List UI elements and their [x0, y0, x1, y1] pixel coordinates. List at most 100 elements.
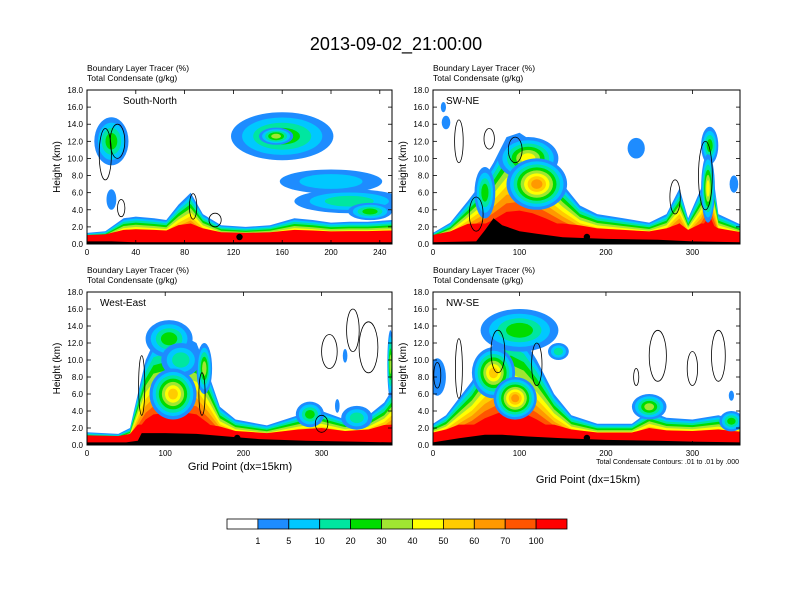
y-tick-label: 8.0 [72, 373, 84, 382]
blob-level-1 [441, 115, 451, 130]
condensate-contour [648, 329, 667, 382]
y-tick-label: 14.0 [67, 120, 83, 129]
x-tick-label: 200 [324, 248, 338, 257]
blob-level-4 [506, 322, 533, 338]
section-label: West-East [100, 298, 146, 309]
condensate-contour [138, 355, 146, 416]
panel-header-line2: Total Condensate (g/kg) [87, 275, 177, 285]
condensate-contour [531, 342, 543, 386]
tracer-blob [94, 117, 129, 166]
location-marker [583, 233, 591, 241]
condensate-contour [468, 196, 484, 232]
y-tick-label: 12.0 [67, 339, 83, 348]
blob-level-7 [168, 388, 178, 400]
y-axis-label: Height (km) [398, 343, 409, 395]
blob-level-4 [481, 183, 489, 202]
plot-area [433, 90, 740, 244]
condensate-contour [490, 329, 506, 374]
y-tick-label: 4.0 [72, 407, 84, 416]
condensate-contour [208, 212, 222, 228]
blob-level-2 [299, 174, 363, 189]
blob-level-1 [342, 349, 348, 363]
blob-level-8 [511, 394, 520, 403]
tracer-blob [474, 167, 496, 219]
x-tick-label: 80 [180, 248, 189, 257]
colorbar-swatch [226, 518, 259, 530]
x-tick-label: 300 [315, 449, 329, 458]
panel-nw-se: 0.0 2.0 4.0 6.0 8.0 10.0 12.0 14.0 16.0 18.0 0 100 2… [398, 265, 741, 458]
y-tick-label: 14.0 [413, 120, 429, 129]
x-tick-label: 240 [373, 248, 387, 257]
panel-header-line1: Boundary Layer Tracer (%) [433, 265, 535, 275]
blob-level-3 [172, 352, 190, 368]
colorbar-label: 100 [529, 536, 544, 546]
condensate-contour [433, 362, 442, 389]
blob-level-1 [440, 102, 446, 113]
condensate-contour [117, 199, 126, 218]
colorbar-label: 50 [438, 536, 448, 546]
plot-area [433, 292, 740, 445]
blob-level-4 [706, 139, 713, 153]
blob-level-3 [349, 412, 364, 424]
condensate-contour [321, 334, 338, 369]
colorbar-swatch [535, 518, 568, 530]
y-tick-label: 10.0 [67, 154, 83, 163]
y-tick-label: 6.0 [72, 189, 84, 198]
plot-area [87, 90, 392, 244]
tracer-blob [387, 330, 392, 399]
x-tick-label: 200 [599, 248, 613, 257]
y-tick-label: 12.0 [413, 339, 429, 348]
panel-header-line1: Boundary Layer Tracer (%) [87, 63, 189, 73]
y-tick-label: 10.0 [413, 356, 429, 365]
tracer-blob [480, 309, 559, 352]
x-tick-label: 160 [276, 248, 290, 257]
panel-header-line1: Boundary Layer Tracer (%) [87, 265, 189, 275]
condensate-contour [698, 141, 713, 211]
y-tick-label: 6.0 [418, 390, 430, 399]
condensate-contour [358, 321, 379, 374]
plot-frame [432, 291, 741, 446]
plot-area [87, 292, 392, 445]
y-tick-label: 2.0 [418, 223, 430, 232]
y-tick-label: 12.0 [413, 137, 429, 146]
tracer-blob [348, 202, 392, 221]
y-tick-label: 8.0 [418, 172, 430, 181]
blob-level-4 [362, 208, 378, 215]
y-tick-label: 10.0 [413, 154, 429, 163]
plot-frame [432, 89, 741, 245]
colorbar-label: 60 [469, 536, 479, 546]
condensate-contour [711, 329, 726, 382]
terrain [433, 218, 740, 244]
blob-level-6 [706, 180, 710, 197]
y-tick-label: 18.0 [67, 288, 83, 297]
section-label: NW-SE [446, 298, 479, 309]
tracer-blob [149, 368, 197, 420]
x-axis-label-nw-se: Grid Point (dx=15km) [536, 474, 640, 486]
x-tick-label: 0 [431, 449, 436, 458]
colorbar-swatch [288, 518, 321, 530]
blob-level-4 [727, 417, 736, 425]
location-marker [236, 233, 243, 241]
y-tick-label: 14.0 [67, 322, 83, 331]
condensate-contour [669, 179, 681, 215]
y-tick-label: 2.0 [72, 424, 84, 433]
colorbar-label: 40 [407, 536, 417, 546]
condensate-contour [454, 338, 463, 399]
blob-level-1 [433, 358, 446, 396]
colorbar: 1 5 10 20 30 40 50 60 70 100 [226, 518, 568, 546]
plot-frame [86, 89, 393, 245]
y-tick-label: 0.0 [418, 240, 430, 249]
tracer-blob [729, 175, 739, 193]
tracer-blob [342, 349, 348, 363]
tracer-core [87, 223, 392, 244]
y-tick-label: 16.0 [413, 103, 429, 112]
x-tick-label: 300 [686, 248, 700, 257]
condensate-contour [686, 351, 699, 386]
y-tick-label: 6.0 [418, 189, 430, 198]
colorbar-label: 30 [376, 536, 386, 546]
blob-level-3 [553, 347, 564, 356]
y-axis-label: Height (km) [398, 141, 409, 193]
tracer-blob [719, 411, 740, 432]
blob-level-5 [271, 133, 281, 139]
tracer-blob [161, 343, 201, 377]
